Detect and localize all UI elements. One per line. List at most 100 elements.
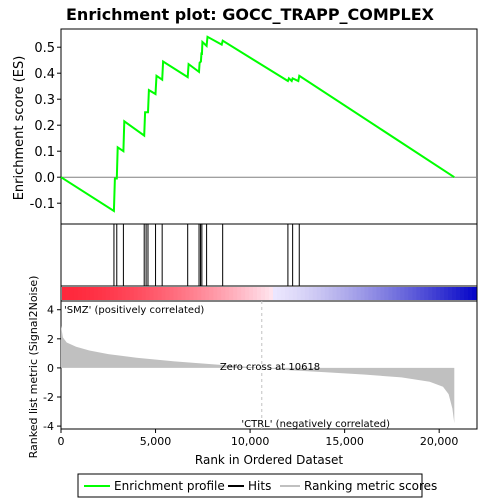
rank-color-segment (97, 287, 103, 300)
rank-color-segment (432, 287, 437, 300)
rank-color-segment (344, 287, 350, 300)
x-tick-label: 20,000 (420, 435, 459, 448)
rank-color-segment (65, 287, 71, 300)
rank-color-bar (60, 285, 478, 302)
rank-color-segment (265, 287, 270, 300)
rank-color-segment (412, 287, 417, 300)
rank-color-segment (356, 287, 362, 300)
rank-color-segment (249, 287, 254, 300)
legend-item-hits: Hits (248, 479, 271, 493)
zero-cross-label: Zero cross at 10618 (220, 362, 320, 373)
rank-color-segment (169, 287, 175, 300)
rank-color-segment (280, 287, 286, 300)
rank-color-segment (408, 287, 413, 300)
rank-color-segment (296, 287, 302, 300)
rank-color-segment (129, 287, 135, 300)
rank-color-segment (440, 287, 445, 300)
rank-color-segment (229, 287, 234, 300)
rank-color-segment (400, 287, 405, 300)
rank-color-segment (81, 287, 87, 300)
rank-color-bar-segments (62, 287, 477, 300)
rank-color-segment (376, 287, 382, 300)
es-y-tick-label: 0.1 (34, 145, 55, 160)
rank-color-segment (464, 287, 469, 300)
rank-color-segment (113, 287, 119, 300)
metric-y-tick-label: -2 (43, 391, 54, 404)
rank-color-segment (368, 287, 374, 300)
metric-y-axis-label: Ranked list metric (Signal2Noise) (27, 276, 40, 459)
rank-color-segment (241, 287, 246, 300)
metric-y-tick-label: 0 (47, 362, 54, 375)
rank-color-segment (85, 287, 91, 300)
enrichment-profile-line (60, 35, 455, 213)
es-y-tick-label: 0.4 (34, 67, 55, 82)
rank-color-segment (197, 287, 202, 300)
es-panel: -0.1 0.0 0.1 0.2 0.3 0.4 0.5 Enrichment score … (12, 28, 478, 225)
x-tick-label: 5,000 (140, 435, 172, 448)
rank-color-segment (69, 287, 75, 300)
rank-color-segment (105, 287, 111, 300)
ranking-metric-area (61, 325, 455, 424)
rank-color-segment (257, 287, 262, 300)
rank-color-segment (392, 287, 397, 300)
negative-correlation-label: 'CTRL' (negatively correlated) (241, 419, 390, 430)
es-y-axis-label: Enrichment score (ES) (12, 56, 27, 201)
rank-color-segment (364, 287, 370, 300)
rank-color-segment (62, 287, 67, 300)
rank-color-segment (308, 287, 314, 300)
metric-panel: -4 -2 0 2 4 0 5,000 10,000 15,000 20,000 'SMZ' (… (27, 276, 478, 467)
x-tick-label: 15,000 (325, 435, 364, 448)
rank-color-segment (416, 287, 421, 300)
rank-color-segment (320, 287, 326, 300)
positive-correlation-label: 'SMZ' (positively correlated) (64, 305, 204, 316)
rank-color-segment (133, 287, 139, 300)
rank-color-segment (213, 287, 218, 300)
rank-color-segment (161, 287, 167, 300)
rank-color-segment (284, 287, 290, 300)
rank-color-segment (468, 287, 473, 300)
rank-color-segment (205, 287, 210, 300)
rank-color-segment (237, 287, 242, 300)
rank-color-segment (193, 287, 198, 300)
rank-color-segment (101, 287, 107, 300)
rank-color-segment (73, 287, 79, 300)
es-y-tick-label: -0.1 (30, 197, 55, 212)
rank-color-segment (157, 287, 163, 300)
es-y-axis: -0.1 0.0 0.1 0.2 0.3 0.4 0.5 (30, 41, 61, 212)
rank-color-segment (272, 287, 278, 300)
rank-color-segment (149, 287, 155, 300)
rank-color-segment (217, 287, 222, 300)
rank-color-segment (352, 287, 358, 300)
rank-color-segment (201, 287, 206, 300)
rank-color-segment (380, 287, 386, 300)
rank-color-segment (328, 287, 334, 300)
rank-color-segment (428, 287, 433, 300)
rank-color-segment (340, 287, 346, 300)
rank-color-segment (137, 287, 143, 300)
x-axis-label: Rank in Ordered Dataset (195, 453, 343, 467)
rank-color-segment (173, 287, 179, 300)
rank-color-segment (165, 287, 171, 300)
rank-color-segment (121, 287, 127, 300)
rank-color-segment (181, 287, 186, 300)
rank-color-segment (420, 287, 425, 300)
rank-color-segment (77, 287, 83, 300)
rank-color-segment (145, 287, 151, 300)
rank-color-segment (304, 287, 310, 300)
x-tick-label: 0 (58, 435, 65, 448)
es-y-tick-label: 0.5 (34, 41, 55, 56)
rank-color-segment (404, 287, 409, 300)
rank-color-segment (276, 287, 282, 300)
metric-y-tick-label: 2 (47, 333, 54, 346)
rank-color-segment (460, 287, 465, 300)
rank-color-segment (472, 287, 477, 300)
rank-color-segment (233, 287, 238, 300)
rank-color-segment (388, 287, 393, 300)
rank-color-segment (288, 287, 294, 300)
rank-color-segment (424, 287, 429, 300)
rank-color-segment (324, 287, 330, 300)
rank-color-segment (225, 287, 230, 300)
rank-color-segment (316, 287, 322, 300)
rank-color-segment (253, 287, 258, 300)
rank-color-segment (177, 287, 183, 300)
